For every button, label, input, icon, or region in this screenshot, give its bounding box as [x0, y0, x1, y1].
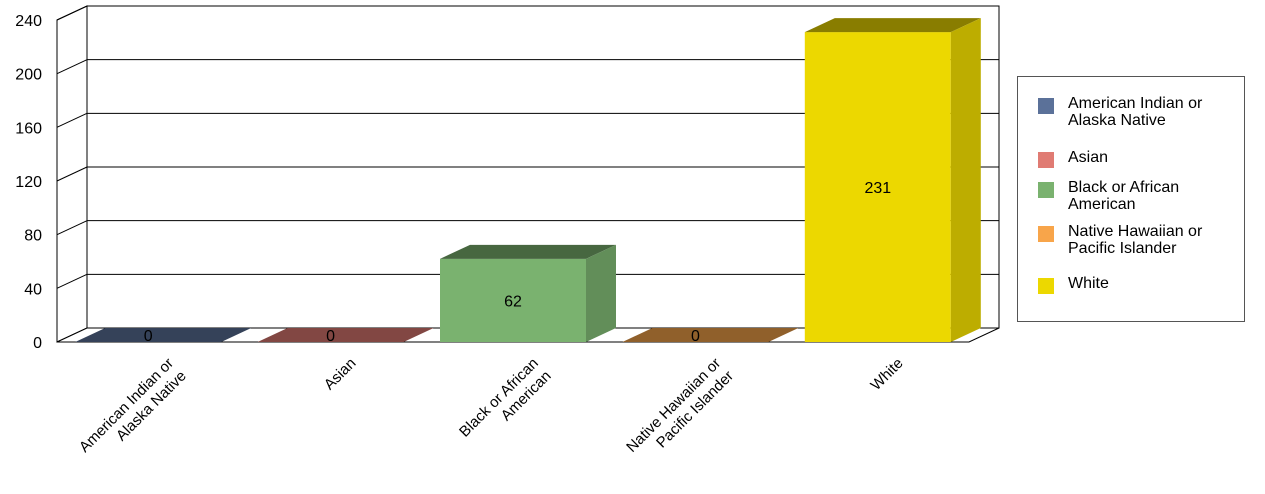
bar-top — [257, 328, 434, 342]
legend-swatch — [1038, 98, 1054, 114]
data-label: 62 — [504, 293, 522, 310]
x-tick-label: White — [867, 355, 906, 394]
y-tick-label: 240 — [15, 13, 42, 30]
gridline-side — [56, 59, 88, 75]
legend: American Indian or Alaska Native Asian Blac… — [1017, 76, 1245, 322]
y-tick-label: 80 — [24, 228, 42, 245]
data-label: 0 — [326, 328, 335, 345]
gridline-side — [56, 273, 88, 289]
gridline-side — [56, 5, 88, 21]
legend-swatch — [1038, 278, 1054, 294]
legend-swatch — [1038, 152, 1054, 168]
y-tick-label: 200 — [15, 67, 42, 84]
legend-item: Black or African American — [1038, 179, 1243, 213]
legend-label: Black or African American — [1068, 179, 1180, 213]
gridline-side — [56, 166, 88, 182]
legend-label: Asian — [1068, 149, 1109, 166]
bar-top — [440, 244, 616, 259]
bar-top — [75, 328, 252, 342]
legend-item: Native Hawaiian or Pacific Islander — [1038, 223, 1243, 257]
x-tick-label: Asian — [321, 355, 360, 394]
bar-top — [804, 18, 981, 33]
legend-item: American Indian or Alaska Native — [1038, 95, 1243, 129]
legend-label: White — [1068, 275, 1109, 292]
bar-side — [950, 18, 981, 342]
legend-label: American Indian or Alaska Native — [1068, 95, 1203, 129]
legend-label: Native Hawaiian or Pacific Islander — [1068, 223, 1203, 257]
x-tick-label: Black or AfricanAmerican — [456, 355, 554, 453]
gridline-side — [56, 220, 88, 236]
data-label: 231 — [864, 180, 891, 197]
y-tick-label: 160 — [15, 120, 42, 137]
y-tick-label: 120 — [15, 174, 42, 191]
legend-item: Asian — [1038, 149, 1243, 168]
legend-swatch — [1038, 226, 1054, 242]
y-tick-label: 40 — [24, 281, 42, 298]
x-tick-label: Native Hawaiian orPacific Islander — [623, 355, 737, 469]
gridline-side — [56, 112, 88, 128]
x-tick-label: American Indian orAlaska Native — [76, 355, 190, 469]
bar-top — [622, 328, 799, 342]
data-label: 0 — [691, 328, 700, 345]
y-tick-label: 0 — [33, 335, 42, 352]
bar — [804, 32, 951, 342]
legend-item: White — [1038, 275, 1243, 294]
data-label: 0 — [144, 328, 153, 345]
legend-swatch — [1038, 182, 1054, 198]
bar-side — [586, 244, 616, 342]
bar — [440, 258, 586, 342]
